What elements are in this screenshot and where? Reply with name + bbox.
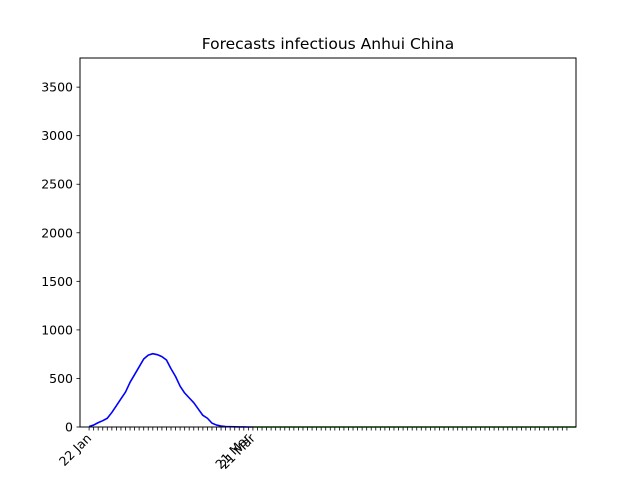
chart-title: Forecasts infectious Anhui China (202, 35, 455, 53)
y-tick-label: 3000 (41, 128, 73, 143)
series-line-1 (88, 352, 253, 428)
y-axis: 0 500 1000 1500 2000 2500 3000 3500 (41, 80, 80, 435)
y-tick-label: 500 (49, 371, 73, 386)
y-tick-label: 1000 (41, 322, 73, 337)
y-tick-label: 2500 (41, 177, 73, 192)
series-layer (88, 352, 576, 428)
y-tick-label: 2000 (41, 225, 73, 240)
y-tick-label: 1500 (41, 274, 73, 289)
y-tick-label: 0 (65, 420, 73, 435)
y-tick-label: 3500 (41, 80, 73, 95)
plot-frame (79, 57, 577, 428)
x-tick-label: 22 Jan (56, 431, 94, 469)
